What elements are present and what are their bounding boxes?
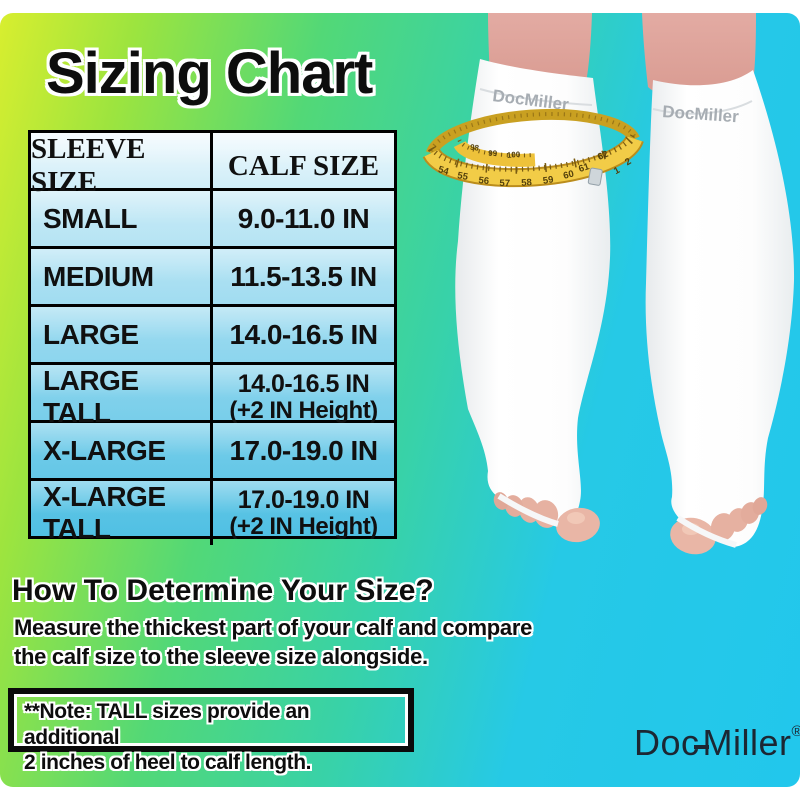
calf-size-cell: 11.5-13.5 IN [230,260,377,292]
svg-text:98: 98 [469,143,480,153]
note-line-1: **Note: TALL sizes provide an additional [24,700,310,749]
left-foot-big-toe [556,507,600,543]
calf-size-header: CALF SIZE [227,149,380,182]
brand-logo-connector [693,745,709,749]
how-to-heading: How To Determine Your Size? [12,574,434,607]
how-to-line-2: the calf size to the sleeve size alongsi… [14,643,428,669]
svg-text:1: 1 [612,164,622,177]
svg-text:99: 99 [488,149,498,158]
svg-text:55: 55 [456,170,469,183]
brand-logo-miller: Miller [702,722,792,763]
calf-size-cell: 14.0-16.5 IN (+2 IN Height) [229,370,378,424]
sleeve-size-cell: MEDIUM [31,249,213,304]
right-foot-big-toe [670,517,716,555]
note-line-2: 2 inches of heel to calf length. [24,751,312,775]
svg-text:56: 56 [478,175,490,187]
table-row-large: LARGE 14.0-16.5 IN [31,307,394,365]
svg-text:59: 59 [542,174,554,187]
brand-logo: Doc Miller ® [634,722,800,764]
sleeve-size-cell: X-LARGE TALL [31,481,213,545]
svg-text:54: 54 [437,164,451,178]
table-row-small: SMALL 9.0-11.0 IN [31,191,394,249]
svg-text:2: 2 [623,156,633,168]
svg-text:62: 62 [596,149,610,163]
table-row-x-large-tall: X-LARGE TALL 17.0-19.0 IN (+2 IN Height) [31,481,394,545]
calf-size-cell: 14.0-16.5 IN [229,318,378,350]
tape-clasp [587,167,603,186]
how-to-line-1: Measure the thickest part of your calf a… [14,615,533,640]
right-knee-skin [642,13,756,103]
brand-logo-doc: Doc [634,722,700,763]
sleeve-size-cell: LARGE [31,307,213,362]
sleeve-size-cell: X-LARGE [31,423,213,478]
svg-text:100: 100 [507,150,521,160]
measuring-tape: 54 55 56 57 58 59 60 61 62 1 2 98 99 100 [422,108,644,189]
svg-text:58: 58 [521,177,532,189]
table-row-medium: MEDIUM 11.5-13.5 IN [31,249,394,307]
svg-text:61: 61 [577,161,591,175]
sizing-table: SLEEVE SIZE CALF SIZE SMALL 9.0-11.0 IN … [28,130,397,545]
sleeve-size-cell: LARGE TALL [31,365,213,429]
note-box: **Note: TALL sizes provide an additional… [8,688,414,774]
sleeve-size-header: SLEEVE SIZE [31,133,213,199]
calf-size-cell: 9.0-11.0 IN [237,202,370,234]
svg-text:60: 60 [562,169,575,182]
left-leg-sock: DocMiller [455,59,611,543]
page-title: Sizing Chart [46,41,373,106]
calf-size-cell: 17.0-19.0 IN [229,434,378,466]
svg-text:57: 57 [499,178,510,189]
table-row-x-large: X-LARGE 17.0-19.0 IN [31,423,394,481]
calf-size-cell: 17.0-19.0 IN (+2 IN Height) [229,486,378,540]
right-leg-sock: DocMiller [645,70,795,555]
legs-illustration: DocMiller DocMiller 54 55 56 57 58 59 6 [422,13,795,555]
registered-trademark-icon: ® [791,723,800,740]
table-row-large-tall: LARGE TALL 14.0-16.5 IN (+2 IN Height) [31,365,394,429]
how-to-body: Measure the thickest part of your calf a… [14,614,532,671]
sleeve-size-cell: SMALL [31,191,213,246]
table-header-row: SLEEVE SIZE CALF SIZE [31,133,394,199]
